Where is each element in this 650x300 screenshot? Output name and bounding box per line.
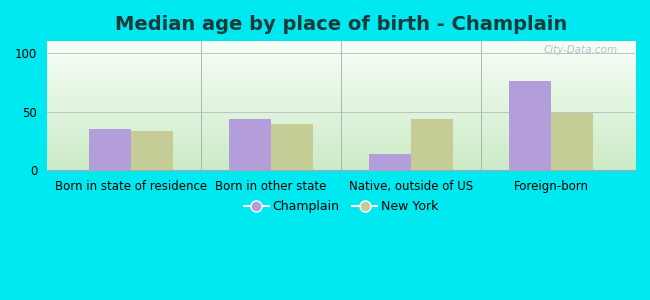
Bar	[89, 129, 131, 170]
Bar	[369, 154, 411, 170]
Bar	[551, 113, 593, 170]
Bar	[411, 118, 453, 170]
Legend: Champlain, New York: Champlain, New York	[239, 195, 443, 218]
Bar	[271, 124, 313, 170]
Title: Median age by place of birth - Champlain: Median age by place of birth - Champlain	[115, 15, 567, 34]
Bar	[509, 81, 551, 170]
Bar	[131, 131, 173, 170]
Bar	[229, 118, 271, 170]
Text: City-Data.com: City-Data.com	[543, 45, 618, 55]
